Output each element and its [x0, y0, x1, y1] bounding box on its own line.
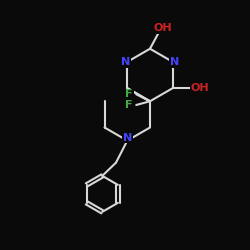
Text: OH: OH	[190, 83, 209, 93]
Text: N: N	[123, 132, 132, 142]
Text: OH: OH	[154, 23, 172, 33]
Text: F: F	[126, 100, 133, 110]
Text: F: F	[126, 89, 133, 99]
Text: N: N	[121, 57, 130, 67]
Text: N: N	[170, 57, 179, 67]
